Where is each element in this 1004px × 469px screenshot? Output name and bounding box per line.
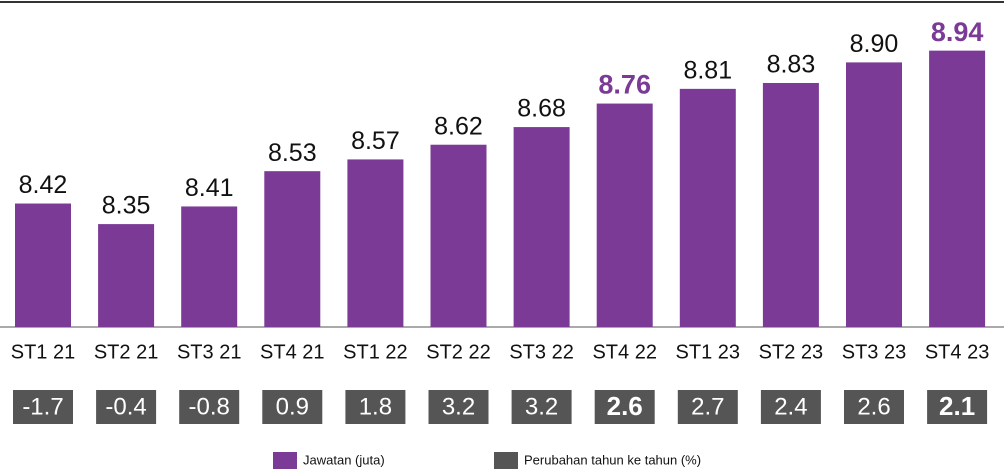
value-label: 8.53 (268, 139, 317, 167)
value-label: 8.94 (931, 17, 984, 47)
value-label: 8.81 (683, 56, 732, 84)
change-label: 2.6 (857, 393, 890, 420)
legend-swatch (273, 452, 297, 469)
legend-label: Perubahan tahun ke tahun (%) (524, 452, 701, 467)
change-label: 2.7 (691, 393, 724, 420)
change-box (927, 390, 988, 424)
legend-label: Jawatan (juta) (303, 452, 385, 467)
bar (929, 50, 986, 327)
bar (513, 127, 570, 327)
x-tick-label: ST2 23 (759, 341, 823, 363)
value-label: 8.57 (351, 127, 400, 155)
value-label: 8.76 (598, 70, 651, 100)
x-tick-label: ST3 21 (177, 341, 241, 363)
change-label: -0.8 (189, 393, 230, 420)
change-box (677, 390, 738, 424)
change-label: -1.7 (22, 393, 63, 420)
change-label: 2.4 (774, 393, 807, 420)
change-label: 3.2 (525, 393, 558, 420)
value-label: 8.35 (102, 192, 151, 220)
bar (264, 171, 321, 327)
bar (98, 224, 155, 327)
value-label: 8.90 (850, 30, 899, 58)
change-box (844, 390, 904, 424)
legend-swatch (494, 452, 518, 469)
value-label: 8.68 (517, 95, 566, 123)
change-label: 2.6 (607, 391, 643, 421)
change-label: -0.4 (105, 393, 146, 420)
bar (762, 82, 819, 327)
change-label: 3.2 (442, 393, 475, 420)
change-label: 2.1 (939, 391, 975, 421)
x-tick-label: ST4 21 (260, 341, 324, 363)
value-label: 8.42 (19, 171, 68, 199)
x-tick-label: ST1 21 (11, 341, 75, 363)
value-label: 8.41 (185, 174, 234, 202)
x-tick-label: ST2 21 (94, 341, 158, 363)
bar (347, 159, 404, 327)
change-label: 1.8 (359, 393, 392, 420)
change-box (179, 390, 240, 424)
value-label: 8.62 (434, 112, 483, 140)
change-box (511, 390, 572, 424)
x-tick-label: ST3 23 (842, 341, 906, 363)
x-tick-label: ST2 22 (426, 341, 490, 363)
x-tick-label: ST1 22 (343, 341, 407, 363)
bar (596, 103, 653, 327)
change-box (96, 390, 157, 424)
value-label: 8.83 (767, 51, 816, 79)
change-box (345, 390, 406, 424)
change-box (262, 390, 323, 424)
x-tick-label: ST4 23 (925, 341, 989, 363)
bar (846, 62, 902, 328)
x-tick-label: ST4 22 (592, 341, 656, 363)
change-box (760, 390, 821, 424)
bar (430, 144, 487, 327)
change-box (428, 390, 489, 424)
change-box (13, 390, 73, 424)
bar (181, 206, 238, 327)
bar (679, 88, 736, 327)
x-tick-label: ST3 22 (509, 341, 573, 363)
change-box (594, 390, 655, 424)
change-label: 0.9 (276, 393, 309, 420)
bar (15, 203, 71, 327)
x-tick-label: ST1 23 (676, 341, 740, 363)
